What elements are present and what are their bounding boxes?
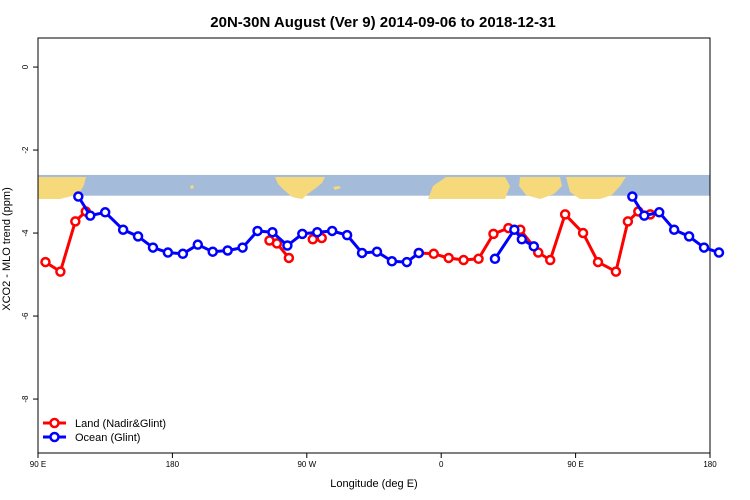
series-ocean-point <box>489 253 501 265</box>
y-tick-label-4: -8 <box>21 395 30 403</box>
series-land <box>40 206 656 277</box>
series-ocean <box>73 191 725 268</box>
x-tick-label-3: 0 <box>439 460 444 469</box>
series-ocean-point <box>132 231 144 242</box>
series-ocean-point <box>668 224 680 235</box>
map-land-caribbean <box>333 186 341 190</box>
series-ocean-point <box>222 245 233 256</box>
series-ocean-point <box>147 242 159 253</box>
series-land-line-0 <box>44 210 87 274</box>
series-land-point <box>610 266 622 277</box>
map-land-pacific-island <box>190 185 194 189</box>
legend-land-label: Land (Nadir&Glint) <box>75 418 166 430</box>
y-tick-label-2: -4 <box>21 229 30 237</box>
series-land-point <box>443 252 454 264</box>
series-ocean-point <box>117 224 129 235</box>
series-ocean-line-0 <box>77 195 420 264</box>
series-ocean-point <box>177 248 189 260</box>
series-land-point <box>283 252 295 264</box>
series-ocean-point <box>509 224 520 235</box>
series-ocean-point <box>312 226 323 238</box>
series-ocean-point <box>683 231 695 242</box>
series-ocean-point <box>237 242 248 253</box>
x-tick-label-2: 90 W <box>297 460 316 469</box>
series-land-point <box>473 253 484 265</box>
series-land-point <box>622 216 634 227</box>
series-land-point <box>458 254 469 266</box>
series-land-point <box>271 238 283 249</box>
series-land-point <box>428 248 439 260</box>
map-land-arabia <box>519 177 562 199</box>
series-ocean-point <box>162 247 174 258</box>
legend: Land (Nadir&Glint) Ocean (Glint) <box>43 417 166 444</box>
x-tick-label-1: 180 <box>166 460 180 469</box>
series-ocean-point <box>207 246 218 257</box>
series-land-point <box>577 227 589 239</box>
x-axis-label: Longitude (deg E) <box>330 478 417 490</box>
series-ocean-point <box>252 225 263 237</box>
y-tick-label-1: -2 <box>21 146 30 154</box>
series-land-point <box>55 266 66 277</box>
series-land-point <box>544 254 556 266</box>
series-ocean-point <box>639 210 650 221</box>
series-ocean-line-1 <box>493 228 535 260</box>
x-axis: 90 E 180 90 W 0 90 E 180 <box>30 453 717 469</box>
y-tick-label-0: 0 <box>21 64 30 69</box>
y-tick-label-3: -6 <box>21 312 30 320</box>
series-ocean-point <box>627 191 638 202</box>
legend-ocean-marker <box>49 431 60 443</box>
series-ocean-point <box>528 241 540 252</box>
x-tick-label-5: 180 <box>703 460 717 469</box>
series-layer <box>40 191 725 277</box>
map-land-india <box>566 177 626 199</box>
series-land-point <box>40 256 51 268</box>
chart-title: 20N-30N August (Ver 9) 2014-09-06 to 201… <box>210 14 555 31</box>
series-ocean-point <box>356 247 368 259</box>
legend-land-marker <box>49 417 60 429</box>
series-ocean-point <box>85 210 96 221</box>
map-land-north-america <box>275 177 325 199</box>
series-ocean-point <box>386 256 398 267</box>
plot-frame <box>37 37 711 454</box>
map-land-africa <box>428 177 510 199</box>
series-ocean-point <box>297 228 308 240</box>
series-ocean-point <box>326 225 338 237</box>
series-ocean-point <box>371 246 383 257</box>
series-land-point <box>70 216 81 227</box>
series-ocean-point <box>267 226 278 238</box>
series-ocean-point <box>401 256 413 268</box>
series-ocean-point <box>99 207 111 218</box>
series-ocean-point <box>413 247 425 259</box>
series-ocean-point <box>282 240 293 251</box>
series-ocean-point <box>653 207 665 218</box>
series-ocean-point <box>192 239 204 250</box>
series-ocean-point <box>73 191 84 202</box>
y-axis-label: XCO2 - MLO trend (ppm) <box>1 187 13 310</box>
series-land-point <box>592 256 604 268</box>
y-axis: 0 -2 -4 -6 -8 <box>21 64 38 403</box>
legend-ocean-label: Ocean (Glint) <box>75 432 140 444</box>
x-tick-label-4: 90 E <box>567 460 583 469</box>
series-land-point <box>559 209 571 220</box>
series-ocean-point <box>516 234 528 245</box>
series-ocean-point <box>713 247 725 258</box>
series-land-point <box>488 228 499 240</box>
map-land-asia <box>38 177 86 199</box>
map-strip <box>38 174 710 199</box>
x-tick-label-0: 90 E <box>30 460 46 469</box>
series-ocean-point <box>698 242 710 253</box>
series-ocean-point <box>341 229 353 241</box>
